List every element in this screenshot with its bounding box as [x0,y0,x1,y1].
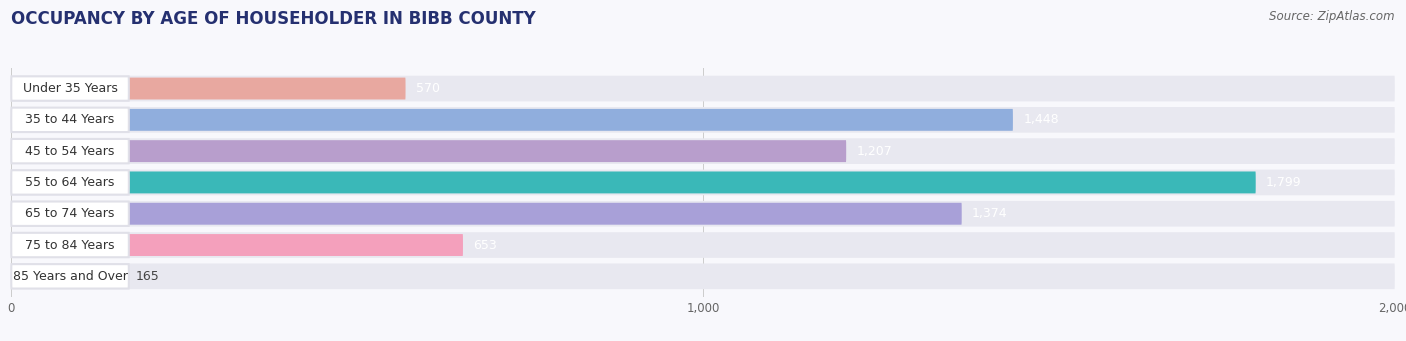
FancyBboxPatch shape [11,234,463,256]
FancyBboxPatch shape [11,169,1395,195]
FancyBboxPatch shape [11,232,1395,258]
FancyBboxPatch shape [11,78,405,100]
FancyBboxPatch shape [11,202,129,226]
FancyBboxPatch shape [11,109,1012,131]
Text: Source: ZipAtlas.com: Source: ZipAtlas.com [1270,10,1395,23]
FancyBboxPatch shape [11,108,129,132]
FancyBboxPatch shape [11,264,1395,289]
Text: 45 to 54 Years: 45 to 54 Years [25,145,115,158]
FancyBboxPatch shape [11,138,1395,164]
Text: 653: 653 [474,239,498,252]
Text: Under 35 Years: Under 35 Years [22,82,118,95]
FancyBboxPatch shape [11,140,846,162]
FancyBboxPatch shape [11,201,1395,226]
FancyBboxPatch shape [11,76,1395,101]
FancyBboxPatch shape [11,170,129,195]
FancyBboxPatch shape [11,265,125,287]
FancyBboxPatch shape [11,203,962,225]
FancyBboxPatch shape [11,139,129,163]
FancyBboxPatch shape [11,172,1256,193]
FancyBboxPatch shape [11,76,129,101]
Text: 1,374: 1,374 [972,207,1008,220]
Text: 1,448: 1,448 [1024,113,1059,126]
Text: OCCUPANCY BY AGE OF HOUSEHOLDER IN BIBB COUNTY: OCCUPANCY BY AGE OF HOUSEHOLDER IN BIBB … [11,10,536,28]
Text: 1,799: 1,799 [1265,176,1302,189]
FancyBboxPatch shape [11,107,1395,133]
Text: 35 to 44 Years: 35 to 44 Years [25,113,115,126]
FancyBboxPatch shape [11,233,129,257]
Text: 85 Years and Over: 85 Years and Over [13,270,128,283]
Text: 75 to 84 Years: 75 to 84 Years [25,239,115,252]
Text: 55 to 64 Years: 55 to 64 Years [25,176,115,189]
Text: 1,207: 1,207 [856,145,893,158]
Text: 570: 570 [416,82,440,95]
Text: 65 to 74 Years: 65 to 74 Years [25,207,115,220]
FancyBboxPatch shape [11,264,129,288]
Text: 165: 165 [136,270,159,283]
